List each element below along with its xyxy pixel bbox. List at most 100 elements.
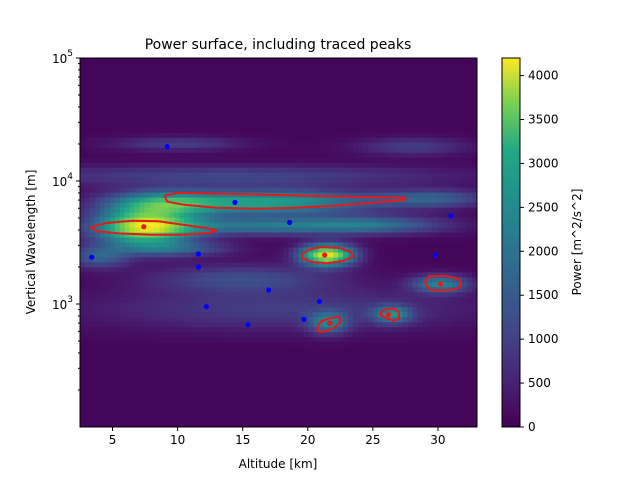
- heatmap-cell: [164, 287, 170, 293]
- heatmap-cell: [189, 367, 195, 373]
- heatmap-cell: [407, 262, 414, 269]
- heatmap-cell: [278, 347, 285, 353]
- heatmap-cell: [367, 117, 374, 124]
- heatmap-cell: [124, 117, 131, 124]
- heatmap-cell: [323, 87, 329, 94]
- heatmap-cell: [457, 62, 463, 69]
- heatmap-cell: [129, 307, 136, 313]
- heatmap-cell: [114, 337, 121, 343]
- heatmap-cell: [139, 162, 146, 169]
- heatmap-cell: [442, 72, 448, 79]
- heatmap-cell: [442, 307, 448, 313]
- heatmap-cell: [382, 212, 389, 219]
- heatmap-cell: [288, 257, 294, 264]
- heatmap-cell: [129, 302, 136, 308]
- heatmap-cell: [308, 162, 314, 169]
- heatmap-cell: [268, 82, 275, 89]
- heatmap-cell: [228, 292, 235, 298]
- heatmap-cell: [313, 92, 319, 99]
- heatmap-cell: [149, 342, 156, 348]
- heatmap-cell: [238, 72, 245, 79]
- heatmap-cell: [372, 302, 379, 308]
- heatmap-cell: [268, 92, 275, 99]
- heatmap-cell: [109, 182, 116, 189]
- heatmap-cell: [298, 62, 304, 69]
- heatmap-cell: [189, 82, 195, 89]
- heatmap-cell: [243, 217, 250, 224]
- heatmap-cell: [263, 322, 270, 328]
- heatmap-cell: [119, 257, 126, 264]
- heatmap-cell: [452, 97, 458, 104]
- heatmap-cell: [228, 277, 235, 283]
- heatmap-cell: [343, 77, 349, 84]
- heatmap-cell: [159, 302, 165, 308]
- heatmap-cell: [213, 242, 220, 249]
- heatmap-cell: [362, 347, 369, 353]
- heatmap-cell: [174, 87, 180, 94]
- heatmap-cell: [159, 77, 165, 84]
- heatmap-cell: [298, 72, 304, 79]
- heatmap-cell: [233, 77, 240, 84]
- heatmap-cell: [357, 317, 364, 323]
- heatmap-cell: [154, 247, 160, 254]
- heatmap-cell: [427, 272, 433, 279]
- heatmap-cell: [402, 302, 409, 308]
- heatmap-cell: [377, 182, 384, 189]
- heatmap-cell: [144, 212, 151, 219]
- heatmap-cell: [179, 132, 185, 139]
- heatmap-cell: [427, 182, 433, 189]
- heatmap-cell: [179, 147, 185, 154]
- heatmap-cell: [442, 147, 448, 154]
- heatmap-cell: [333, 312, 339, 318]
- heatmap-cell: [233, 122, 240, 129]
- heatmap-cell: [343, 302, 349, 308]
- heatmap-cell: [352, 252, 359, 259]
- heatmap-cell: [293, 58, 299, 64]
- heatmap-cell: [467, 242, 473, 249]
- heatmap-cell: [293, 202, 299, 209]
- heatmap-cell: [233, 147, 240, 154]
- heatmap-cell: [338, 217, 344, 224]
- heatmap-cell: [437, 157, 443, 164]
- heatmap-cell: [343, 67, 349, 74]
- heatmap-cell: [228, 58, 235, 64]
- heatmap-cell: [467, 58, 473, 64]
- heatmap-cell: [80, 142, 86, 149]
- heatmap-cell: [318, 322, 324, 328]
- heatmap-cell: [209, 117, 215, 124]
- heatmap-cell: [352, 287, 359, 293]
- heatmap-cell: [164, 322, 170, 328]
- heatmap-cell: [144, 257, 151, 264]
- heatmap-cell: [387, 177, 394, 184]
- heatmap-cell: [352, 327, 359, 333]
- heatmap-cell: [129, 227, 136, 234]
- heatmap-cell: [323, 297, 329, 303]
- heatmap-cell: [134, 257, 141, 264]
- heatmap-cell: [367, 267, 374, 274]
- heatmap-cell: [328, 112, 334, 119]
- heatmap-cell: [99, 167, 106, 174]
- heatmap-cell: [372, 92, 379, 99]
- heatmap-cell: [129, 257, 136, 264]
- heatmap-cell: [308, 277, 314, 283]
- heatmap-cell: [109, 227, 116, 234]
- heatmap-cell: [179, 92, 185, 99]
- heatmap-cell: [338, 112, 344, 119]
- heatmap-cell: [144, 162, 151, 169]
- heatmap-cell: [164, 162, 170, 169]
- heatmap-cell: [308, 212, 314, 219]
- heatmap-cell: [139, 307, 146, 313]
- heatmap-cell: [139, 242, 146, 249]
- heatmap-cell: [119, 267, 126, 274]
- heatmap-cell: [134, 132, 141, 139]
- heatmap-cell: [347, 182, 354, 189]
- heatmap-cell: [357, 107, 364, 114]
- heatmap-cell: [199, 92, 205, 99]
- heatmap-cell: [308, 352, 314, 358]
- heatmap-cell: [89, 317, 96, 323]
- heatmap-cell: [437, 292, 443, 298]
- heatmap-cell: [313, 142, 319, 149]
- heatmap-cell: [273, 82, 280, 89]
- heatmap-cell: [288, 347, 294, 353]
- heatmap-cell: [402, 97, 409, 104]
